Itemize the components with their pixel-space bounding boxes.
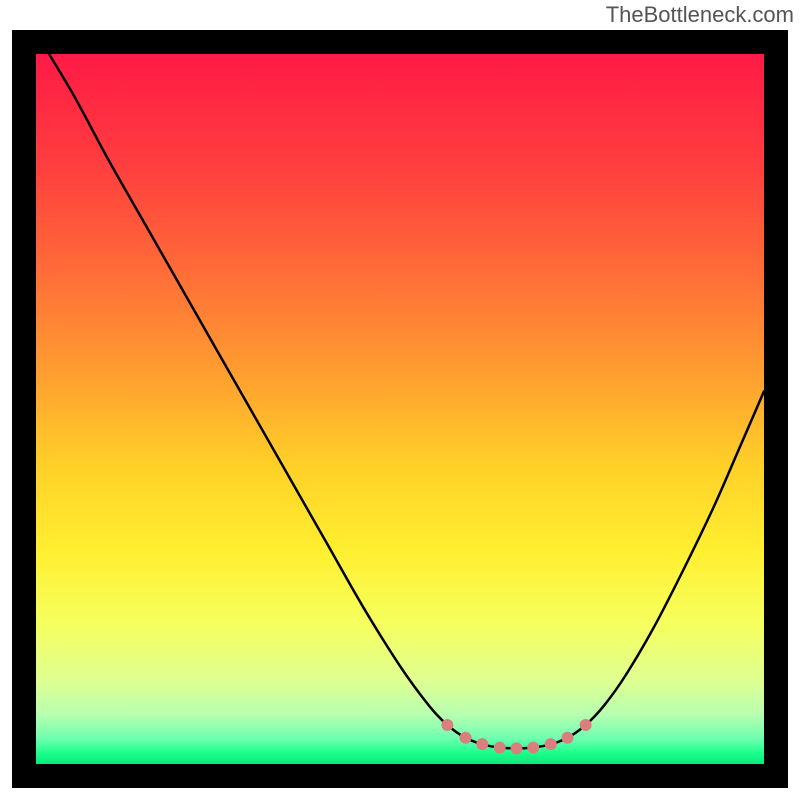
marker-dot [545, 738, 557, 750]
marker-dot [561, 732, 573, 744]
marker-dot [460, 732, 472, 744]
marker-dot [441, 719, 453, 731]
marker-dot [527, 742, 539, 754]
marker-dot [580, 719, 592, 731]
gradient-background [36, 54, 764, 764]
bottleneck-chart: TheBottleneck.com [0, 0, 800, 800]
marker-dot [494, 742, 506, 754]
marker-dot [476, 738, 488, 750]
marker-dot [510, 742, 522, 754]
chart-svg [0, 0, 800, 800]
